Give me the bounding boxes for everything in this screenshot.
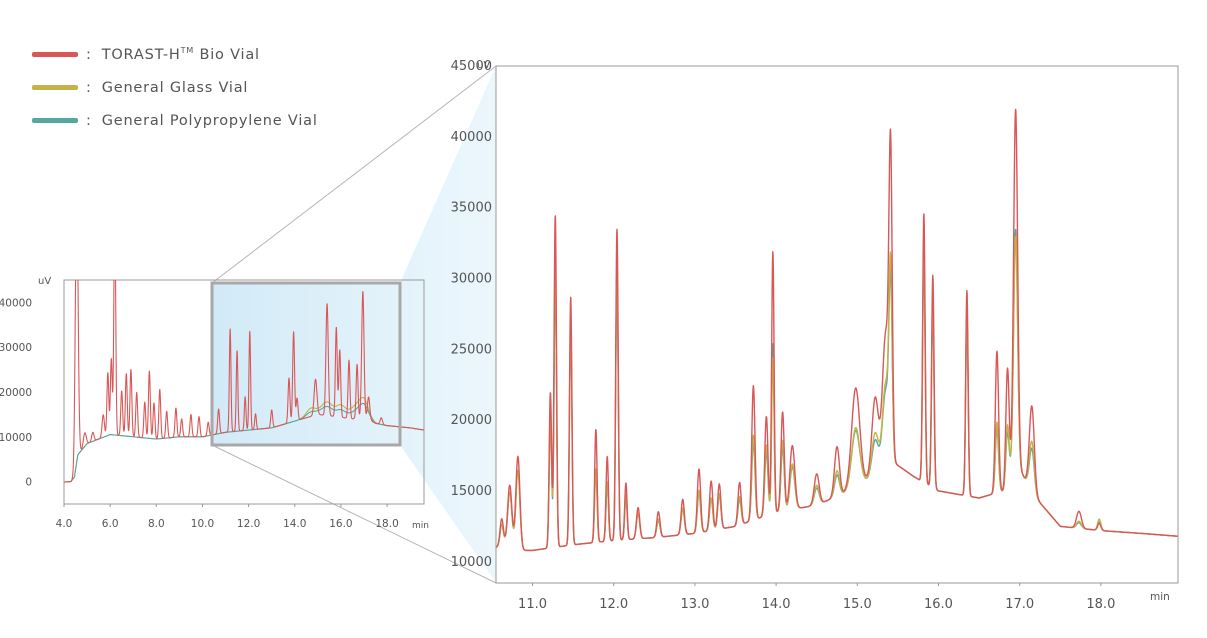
zoomed-y-tick-label: 45000 — [451, 59, 492, 74]
overview-x-tick-label: 16.0 — [329, 518, 352, 530]
overview-x-tick-label: 10.0 — [191, 518, 214, 530]
zoomed-x-tick-label: 16.0 — [924, 597, 953, 612]
overview-y-tick-label: 30000 — [0, 342, 32, 354]
zoomed-y-tick-label: 15000 — [451, 484, 492, 499]
zoomed-series — [496, 108, 1178, 552]
overview-x-tick-label: 14.0 — [283, 518, 306, 530]
overview-x-ticks: 4.0 6.0 8.0 10.0 12.0 14.0 16.0 18.0 — [56, 504, 399, 530]
zoomed-y-tick-label: 35000 — [451, 201, 492, 216]
overview-y-tick-label: 20000 — [0, 387, 32, 399]
overview-x-tick-label: 6.0 — [102, 518, 119, 530]
overview-y-ticks: 0 10000 20000 30000 40000 — [0, 297, 32, 488]
overview-series — [64, 280, 424, 483]
zoomed-y-unit: uV — [477, 60, 490, 71]
legend-item: : TORAST-HTM Bio Vial — [32, 38, 318, 71]
zoom-projection-band — [212, 66, 496, 583]
zoomed-x-tick-label: 14.0 — [762, 597, 791, 612]
overview-plot-frame — [63, 279, 425, 505]
overview-x-tick-label: 4.0 — [56, 518, 73, 530]
legend: : TORAST-HTM Bio Vial : General Glass Vial:… — [32, 38, 318, 137]
legend-swatch — [32, 85, 78, 90]
legend-label: : General Glass Vial — [86, 79, 249, 96]
zoomed-x-unit: min — [1150, 591, 1170, 603]
legend-label: : TORAST-HTM Bio Vial — [86, 46, 260, 63]
legend-label: : General Polypropylene Vial — [86, 112, 318, 129]
zoomed-x-ticks: 11.0 12.0 13.0 14.0 15.0 16.0 17.0 18.0 — [518, 583, 1115, 612]
zoomed-plot-frame — [495, 65, 1179, 584]
zoom-window-box — [210, 281, 402, 447]
overview-x-tick-label: 18.0 — [375, 518, 398, 530]
overview-x-tick-label: 8.0 — [148, 518, 165, 530]
zoomed-x-tick-label: 12.0 — [599, 597, 628, 612]
zoom-guide-top — [211, 65, 497, 284]
zoomed-x-tick-label: 11.0 — [518, 597, 547, 612]
legend-swatch — [32, 118, 78, 123]
overview-x-unit: min — [412, 521, 429, 531]
zoomed-series-line — [496, 108, 1178, 552]
zoomed-y-tick-label: 10000 — [451, 555, 492, 570]
zoomed-plot-background — [496, 66, 1178, 583]
zoomed-y-ticks: 10000 15000 20000 25000 30000 35000 40000 45000 — [451, 59, 492, 570]
overview-y-tick-label: 10000 — [0, 432, 32, 444]
zoomed-y-tick-label: 25000 — [451, 342, 492, 357]
zoomed-x-tick-label: 17.0 — [1005, 597, 1034, 612]
legend-swatch — [32, 52, 78, 57]
legend-item: : General Polypropylene Vial — [32, 104, 318, 137]
overview-y-tick-label: 0 — [25, 477, 32, 489]
zoomed-y-tick-label: 30000 — [451, 271, 492, 286]
zoom-guide-bottom — [211, 444, 497, 584]
overview-y-tick-label: 40000 — [0, 297, 32, 309]
zoomed-y-tick-label: 20000 — [451, 413, 492, 428]
zoomed-x-tick-label: 18.0 — [1086, 597, 1115, 612]
zoomed-x-tick-label: 15.0 — [843, 597, 872, 612]
overview-y-unit: uV — [38, 276, 51, 287]
zoomed-x-tick-label: 13.0 — [680, 597, 709, 612]
legend-item: : General Glass Vial — [32, 71, 318, 104]
overview-x-tick-label: 12.0 — [237, 518, 260, 530]
overview-series-line — [64, 280, 424, 483]
overview-series-line — [64, 402, 424, 483]
zoomed-y-tick-label: 40000 — [451, 130, 492, 145]
